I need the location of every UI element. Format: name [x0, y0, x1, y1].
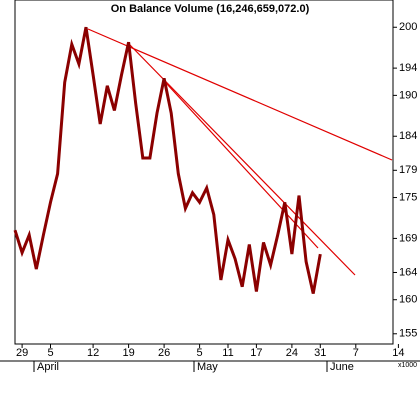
month-label: May — [197, 361, 218, 373]
y-tick-label: 155 — [399, 328, 417, 340]
month-label: April — [37, 361, 59, 373]
chart-title: On Balance Volume (16,246,659,072.0) — [111, 3, 310, 15]
x-tick-label: 11 — [222, 347, 233, 359]
trend-line — [165, 82, 319, 249]
x-tick-label: 24 — [286, 347, 298, 359]
y-unit: x1000 — [398, 362, 417, 369]
x-tick-label: 19 — [122, 347, 134, 359]
x-tick-label: 17 — [250, 347, 262, 359]
y-tick-label: 184 — [399, 130, 417, 142]
trend-line — [129, 44, 356, 276]
x-tick-label: 12 — [87, 347, 99, 359]
data-line — [13, 26, 322, 294]
x-tick-label: 31 — [314, 347, 326, 359]
trend-line — [87, 28, 393, 161]
x-tick-label: 7 — [353, 347, 359, 359]
x-tick-label: 5 — [197, 347, 203, 359]
x-tick-label: 14 — [392, 347, 404, 359]
y-tick-label: 164 — [399, 266, 417, 278]
y-tick-label: 194 — [399, 62, 417, 74]
y-tick-label: 160 — [399, 294, 417, 306]
month-label: June — [330, 361, 354, 373]
x-tick-label: 26 — [158, 347, 170, 359]
y-tick-label: 175 — [399, 191, 417, 203]
y-tick-label: 200 — [399, 21, 417, 33]
y-tick-label: 179 — [399, 164, 417, 176]
x-tick-label: 5 — [47, 347, 53, 359]
y-tick-label: 169 — [399, 232, 417, 244]
x-tick-label: 29 — [16, 347, 28, 359]
y-tick-label: 190 — [399, 89, 417, 101]
